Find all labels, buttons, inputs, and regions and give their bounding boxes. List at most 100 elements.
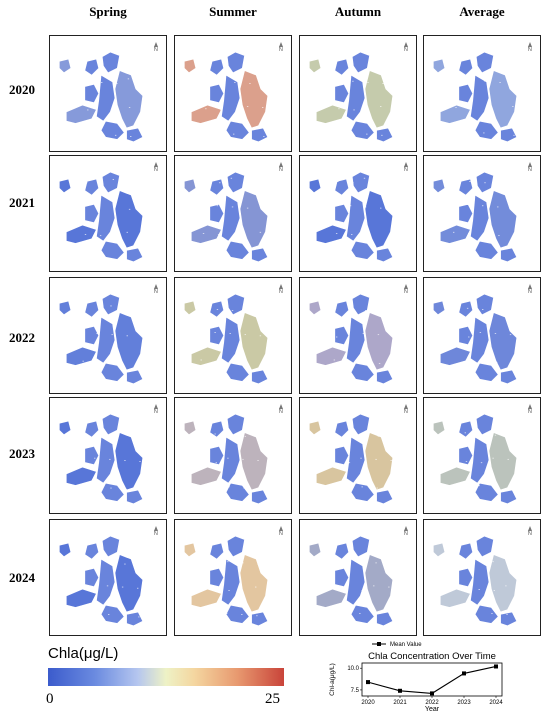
lake-gap <box>373 585 375 587</box>
lake-gap <box>227 457 229 459</box>
lake-gap <box>256 431 258 433</box>
map-panel-spring-2021: N <box>49 155 167 272</box>
lake-gap <box>219 182 221 184</box>
lake-region <box>351 51 370 74</box>
lake-region <box>475 293 494 316</box>
map-panel-spring-2022: N <box>49 277 167 394</box>
lake-region <box>334 203 350 224</box>
lake-gap <box>114 134 117 136</box>
lake-region <box>84 542 100 560</box>
lake-gap <box>507 458 509 460</box>
lake-region <box>458 445 474 466</box>
lake-region <box>334 58 350 76</box>
x-tick-label: 2021 <box>393 700 407 706</box>
lake-gap <box>126 231 128 233</box>
map-panel-autumn-2022: N <box>299 277 417 394</box>
lake-gap <box>493 486 495 488</box>
lake-region <box>58 542 72 558</box>
lake-gap <box>331 587 333 589</box>
lake-region <box>84 300 100 318</box>
lake-gap <box>81 433 83 435</box>
lake-gap <box>140 204 142 205</box>
lake-gap <box>137 587 139 589</box>
lake-gap <box>128 107 131 108</box>
lake-gap <box>360 561 362 563</box>
lake-map <box>308 51 396 143</box>
lake-gap <box>378 179 381 180</box>
lake-gap <box>214 332 216 333</box>
lake-gap <box>477 560 479 561</box>
lake-gap <box>335 233 338 234</box>
lake-gap <box>337 79 339 81</box>
north-label: N <box>153 167 158 173</box>
lake-region <box>432 420 446 436</box>
map-panel-summer-2022: N <box>174 277 292 394</box>
lake-gap <box>260 78 263 80</box>
lake-gap <box>348 462 351 464</box>
north-arrow-icon: N <box>528 42 532 53</box>
lake-region <box>183 58 197 74</box>
north-label: N <box>527 531 532 537</box>
lake-gap <box>471 56 473 58</box>
lake-gap <box>215 462 217 464</box>
lake-region <box>58 178 72 194</box>
lake-gap <box>110 305 112 307</box>
lake-region <box>376 611 394 627</box>
lake-region <box>315 224 347 244</box>
lake-region <box>209 445 225 466</box>
lake-gap <box>465 359 468 361</box>
lake-region <box>209 300 225 318</box>
map-panel-spring-2024: N <box>49 519 167 636</box>
lake-gap <box>213 485 215 487</box>
lake-gap <box>97 177 99 179</box>
north-label: N <box>153 531 158 537</box>
north-label: N <box>153 409 158 415</box>
lake-region <box>439 588 471 608</box>
north-arrow-icon: N <box>404 42 408 53</box>
lake-gap <box>349 309 352 310</box>
lake-gap <box>138 432 140 434</box>
lake-region <box>209 542 225 560</box>
map-panel-autumn-2023: N <box>299 397 417 514</box>
lake-region <box>183 420 197 436</box>
lake-map <box>183 171 269 263</box>
lake-gap <box>513 134 515 136</box>
lake-gap <box>80 485 82 487</box>
lake-gap <box>85 80 88 82</box>
lake-gap <box>375 458 377 460</box>
lake-map <box>432 171 518 263</box>
lake-region <box>470 316 490 364</box>
lake-gap <box>246 106 249 107</box>
lake-gap <box>233 235 235 237</box>
lake-gap <box>511 363 513 364</box>
data-point <box>494 664 498 669</box>
lake-gap <box>376 305 378 307</box>
map-panel-spring-2020: N <box>49 35 167 152</box>
lake-gap <box>455 208 457 210</box>
north-arrow-icon: N <box>154 526 158 537</box>
colorbar <box>48 668 284 686</box>
lake-gap <box>462 559 464 560</box>
lake-gap <box>246 207 249 209</box>
lake-map <box>183 535 271 627</box>
lake-gap <box>201 204 204 205</box>
lake-gap <box>377 334 380 336</box>
lake-region <box>458 203 474 224</box>
lake-gap <box>512 106 514 107</box>
lake-gap <box>245 179 248 180</box>
lake-gap <box>110 487 112 489</box>
lake-gap <box>367 82 369 83</box>
lake-gap <box>125 306 127 308</box>
lake-gap <box>206 56 208 58</box>
lake-gap <box>451 306 454 308</box>
lake-gap <box>95 590 97 591</box>
lake-gap <box>508 305 511 307</box>
lake-gap <box>127 78 130 80</box>
lake-region <box>376 369 394 385</box>
lake-region <box>364 190 394 249</box>
lake-region <box>376 489 394 505</box>
lake-gap <box>494 333 497 334</box>
lake-region <box>351 535 370 558</box>
lake-region <box>226 51 245 74</box>
lake-gap <box>364 206 367 208</box>
